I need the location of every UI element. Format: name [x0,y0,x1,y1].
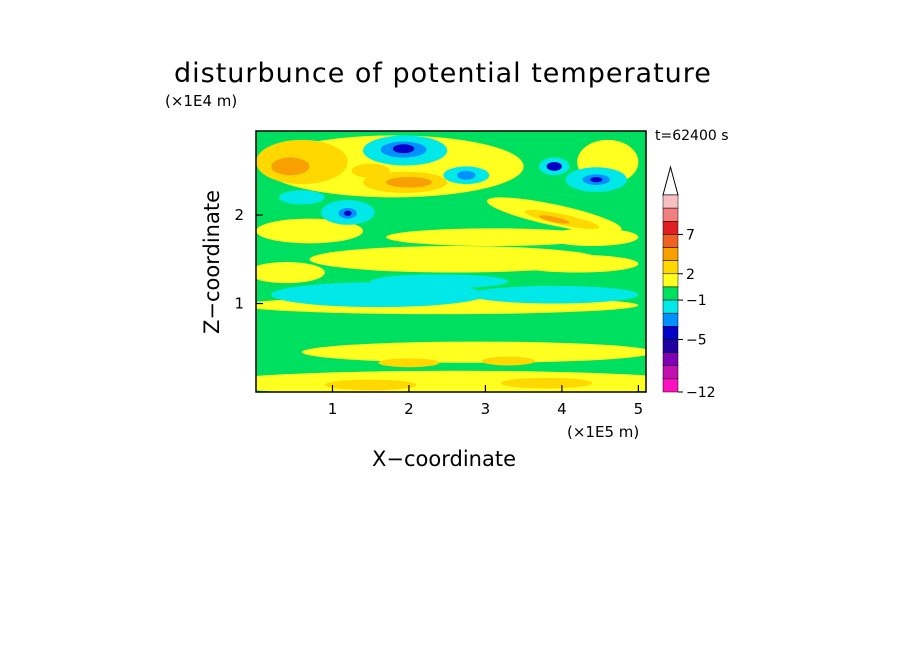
field-band [500,377,593,389]
colorbar-tick-label: 7 [686,227,695,243]
field-band [546,228,639,247]
colorbar-swatch [662,286,679,301]
colorbar-swatch [662,339,679,353]
field-band [370,274,509,289]
x-axis-label: X−coordinate [372,447,516,471]
field-band [386,228,601,247]
colorbar-swatch [662,352,679,366]
field-band [278,190,325,205]
axes: 1 2 3 4 5 1 2 [234,206,643,418]
x-tick-label: 2 [404,400,414,418]
colorbar-swatch [662,365,679,380]
y-tick-label: 2 [234,206,244,224]
field-band [256,218,364,244]
colorbar-swatch [662,312,679,327]
x-tick-label: 1 [328,400,338,418]
colorbar-swatch [662,221,679,235]
colorbar-tick-label: −5 [686,332,707,348]
colorbar-swatch [662,326,679,340]
x-tick-label: 5 [634,400,644,418]
x-tick-label: 3 [481,400,491,418]
y-tick-label: 1 [234,295,244,313]
field-band [301,341,646,363]
field-band [378,358,440,368]
field-band [481,356,536,366]
colorbar-swatch [662,273,679,288]
colorbar-swatch [662,207,679,222]
field-band [324,379,417,391]
field-band [271,157,310,176]
colorbar: 7 2 −1 −5 −12 [662,165,716,401]
colorbar-extend-arrow [662,165,679,196]
y-axis-unit: (×1E4 m) [165,92,238,110]
field-band [343,210,352,216]
x-axis-unit: (×1E5 m) [567,423,640,441]
negative-core [457,170,476,180]
time-label: t=62400 s [655,128,729,144]
colorbar-swatch [662,378,679,393]
colorbar-tick-label: 2 [686,267,695,283]
colorbar-swatch [662,247,679,261]
x-tick-label: 4 [557,400,567,418]
field-band [351,163,390,178]
colorbar-swatch [662,194,679,209]
field-band [539,215,570,224]
negative-core [590,177,603,183]
field-band [516,254,639,273]
negative-core [546,161,562,171]
temperature-field [256,131,646,392]
colorbar-swatch [662,299,679,314]
chart-title: disturbunce of potential temperature [174,58,712,89]
field-band [386,177,432,188]
colorbar-tick-label: −1 [686,293,707,309]
plot-frame [255,130,647,393]
negative-core [392,144,415,154]
field-band [271,282,486,308]
colorbar-tick-label: −12 [686,385,716,401]
field-band [256,261,325,284]
colorbar-swatch [662,260,679,275]
field-band [470,285,639,304]
colorbar-swatch [662,234,679,248]
